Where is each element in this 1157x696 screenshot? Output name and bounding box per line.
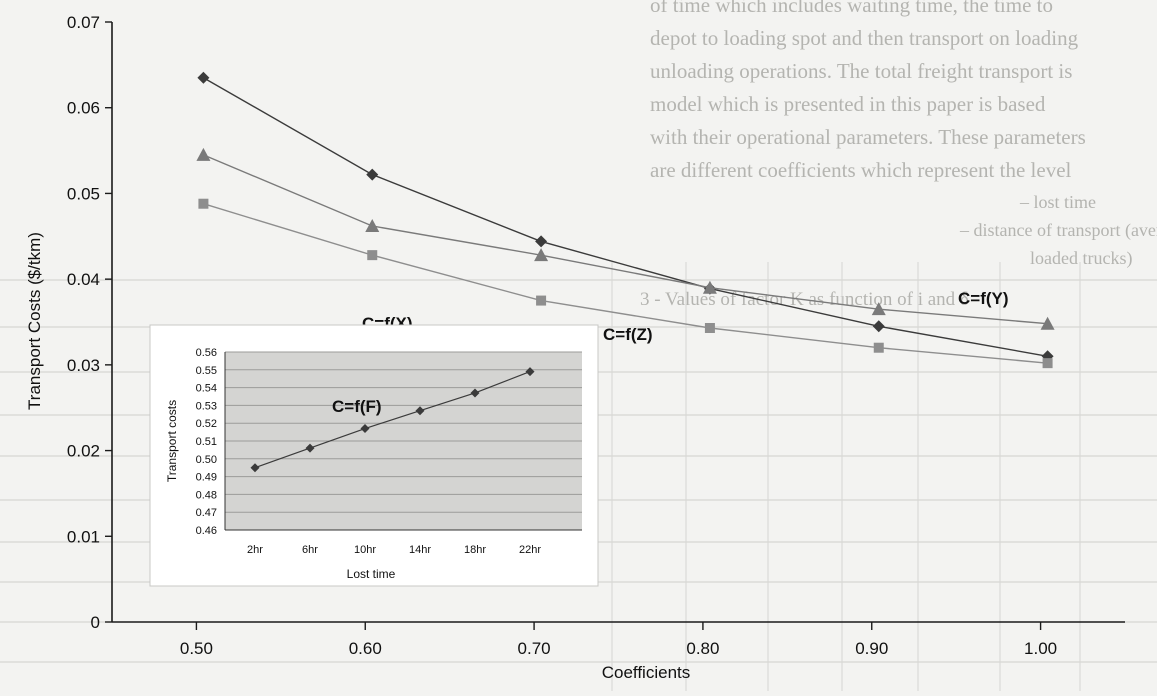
data-point [534, 248, 549, 262]
y-tick-label: 0.04 [67, 270, 100, 289]
data-point [360, 424, 370, 434]
series-label-f: C=f(F) [332, 397, 382, 416]
inset-y-tick-label: 0.56 [196, 347, 217, 359]
background-text-line: – lost time [1019, 192, 1096, 212]
x-tick-label: 0.70 [518, 639, 551, 658]
y-tick-label: 0.06 [67, 99, 100, 118]
background-text-line: model which is presented in this paper i… [650, 92, 1046, 116]
inset-y-tick-label: 0.47 [196, 507, 217, 519]
background-text-line: – distance of transport (average length … [959, 220, 1157, 241]
data-point [197, 71, 210, 84]
data-point [536, 295, 547, 306]
data-point [872, 320, 885, 333]
y-tick-label: 0.07 [67, 13, 100, 32]
data-point [871, 302, 886, 316]
background-text-line: loaded trucks) [1030, 248, 1132, 269]
data-point [702, 280, 717, 294]
data-point [196, 147, 211, 161]
main-ticks: 0 0.01 0.02 0.03 0.04 0.05 0.06 0.07 0.50 0.60 0.7… [67, 13, 1057, 658]
data-point [365, 219, 380, 232]
data-point [415, 406, 425, 416]
series-line [203, 77, 1048, 357]
inset-x-tick-label: 22hr [519, 544, 541, 556]
data-point [470, 388, 480, 398]
inset-y-tick-label: 0.53 [196, 400, 217, 412]
inset-y-tick-label: 0.55 [196, 365, 217, 377]
inset-y-tick-label: 0.54 [196, 383, 217, 395]
background-text-line: unloading operations. The total freight … [650, 59, 1072, 83]
background-text-line: of time which includes waiting time, the… [650, 0, 1053, 17]
x-tick-label: 0.50 [180, 639, 213, 658]
data-point [1042, 358, 1053, 369]
data-point [367, 250, 378, 261]
background-text-line: are different coefficients which represe… [650, 158, 1072, 182]
data-point [1040, 316, 1055, 330]
background-text-line: depot to loading spot and then transport… [650, 26, 1079, 50]
data-point [525, 367, 535, 377]
inset-y-tick-label: 0.51 [196, 436, 217, 448]
series-line [254, 371, 531, 469]
series-line [203, 154, 1048, 325]
y-tick-label: 0.05 [67, 184, 100, 203]
series-label-z: C=f(Z) [603, 325, 653, 344]
inset-y-tick-label: 0.49 [196, 472, 217, 484]
data-point [250, 463, 260, 473]
inset-y-tick-label: 0.50 [196, 454, 217, 466]
data-point [873, 342, 884, 353]
series-y [196, 147, 1055, 330]
inset-x-tick-label: 18hr [464, 544, 486, 556]
x-axis-title: Coefficients [602, 663, 691, 682]
series-line [203, 203, 1048, 364]
y-tick-label: 0.03 [67, 356, 100, 375]
inset-x-axis-title: Lost time [347, 567, 396, 581]
data-point [198, 198, 209, 209]
x-tick-label: 1.00 [1024, 639, 1057, 658]
inset-y-axis-title: Transport costs [165, 400, 179, 482]
series-z [198, 198, 1053, 369]
inset-y-tick-label: 0.46 [196, 525, 217, 537]
inset-y-tick-label: 0.52 [196, 418, 217, 430]
x-tick-label: 0.60 [349, 639, 382, 658]
inset-x-tick-label: 14hr [409, 544, 431, 556]
y-tick-label: 0.01 [67, 527, 100, 546]
inset-x-tick-label: 2hr [247, 544, 263, 556]
data-point [366, 168, 379, 181]
data-point [704, 323, 715, 333]
inset-series-group [250, 367, 535, 473]
main-series-group [196, 71, 1055, 369]
x-tick-label: 0.90 [855, 639, 888, 658]
data-point [305, 443, 315, 453]
y-axis-title: Transport Costs ($/tkm) [25, 232, 44, 410]
inset-y-tick-label: 0.48 [196, 489, 217, 501]
y-tick-label: 0.02 [67, 442, 100, 461]
data-point [535, 235, 548, 248]
inset-x-tick-label: 10hr [354, 544, 376, 556]
inset-ticks: 0.46 0.47 0.48 0.49 0.50 0.51 0.52 0.53 0.54 0.55… [196, 347, 542, 556]
x-tick-label: 0.80 [686, 639, 719, 658]
y-tick-label: 0 [91, 613, 100, 632]
background-text-line: with their operational parameters. These… [650, 125, 1086, 149]
series-f [250, 367, 535, 473]
series-label-y: C=f(Y) [958, 289, 1009, 308]
inset-x-tick-label: 6hr [302, 544, 318, 556]
